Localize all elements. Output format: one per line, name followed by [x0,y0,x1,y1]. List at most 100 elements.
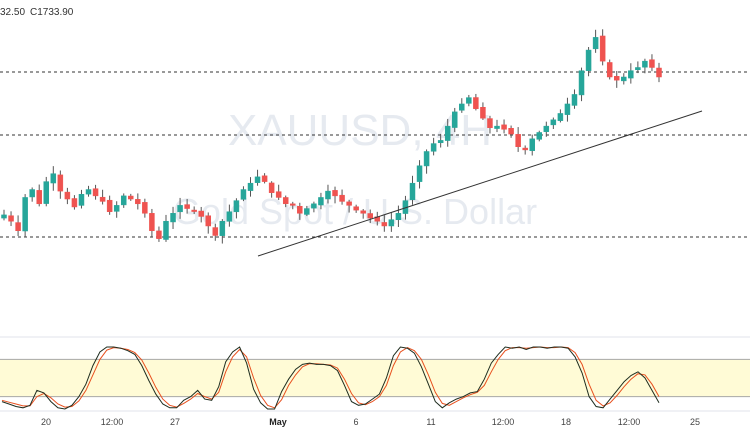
candle-body [219,220,226,236]
candle [135,193,141,210]
candle-body [459,103,465,111]
candle [29,187,35,202]
candle [557,109,564,123]
candle [311,201,317,213]
candle-body [388,219,395,227]
candle [219,219,226,244]
candle-body [170,213,176,223]
candle-body [106,199,113,212]
candle [346,199,352,213]
candle-body [487,118,493,128]
candle-body [297,205,303,214]
candle [536,130,543,142]
candle [184,198,190,214]
candle [99,189,106,205]
candle-body [473,97,479,109]
candle [106,195,113,215]
candle-body [578,70,585,96]
candle-body [613,76,620,81]
candle [529,134,535,156]
time-axis-label: 25 [690,417,700,427]
candlestick-series [1,29,662,244]
candle [304,205,310,217]
candle-body [149,213,155,231]
candle-body [318,197,324,206]
candle [480,102,486,121]
candle [388,212,395,232]
candle [367,209,373,224]
candle [1,209,7,221]
candle-body [163,220,169,240]
candle [261,173,268,184]
candle-body [585,49,592,71]
candle-body [501,124,507,130]
candle [543,121,550,137]
candle [395,205,402,227]
candle-body [430,143,437,152]
candle-body [15,222,21,231]
candle [642,58,648,74]
time-axis[interactable]: 20 12:00 27 May 6 11 12:00 18 12:00 25 [41,417,700,427]
candle [515,127,521,152]
candle [170,206,176,229]
candle-body [642,60,648,68]
candle [444,118,451,147]
candle-body [621,76,627,82]
candle-body [275,191,282,198]
candle [8,211,14,227]
time-axis-label: 27 [170,417,180,427]
candle-body [120,195,127,206]
candle [290,201,296,210]
candle [233,198,240,219]
candle [92,184,99,200]
candle-body [543,125,550,132]
candle-body [311,203,317,209]
candle-body [466,97,472,104]
stochastic-k-line [1,346,660,410]
candle [606,59,613,80]
candle [613,70,620,88]
candle [437,133,444,148]
candle [22,194,28,238]
candle [318,192,324,210]
candle-body [64,191,71,200]
candle-body [367,213,373,219]
candle-body [416,165,423,182]
candle-body [1,214,7,219]
ohlc-close-value: C1733.90 [30,7,74,18]
candle-body [628,70,634,79]
candle-body [261,175,268,182]
candle-body [444,125,451,141]
candle-body [191,209,197,212]
trendline[interactable] [257,110,703,257]
candle-body [8,215,14,222]
stochastic-band [0,359,750,397]
candle-body [536,132,543,140]
candle-body [339,194,345,202]
candle [113,201,120,218]
candle-body [92,188,99,197]
candle-body [550,119,557,126]
candle-body [78,194,85,206]
candle-body [557,113,564,121]
candle-body [599,35,606,62]
candle-body [592,37,599,50]
candle-body [353,206,359,211]
candle [78,189,85,209]
candle [71,195,78,210]
candle-body [395,213,402,221]
candle-body [515,134,521,147]
candle-body [325,190,331,200]
candle-body [409,182,416,200]
candle [212,223,219,241]
candle-body [198,210,204,217]
candle-body [635,67,641,70]
candle-body [240,189,247,200]
candle-body [113,205,120,212]
candle-body [452,111,458,128]
candle [656,62,662,83]
candle [177,197,183,219]
time-axis-label: 12:00 [101,417,124,427]
